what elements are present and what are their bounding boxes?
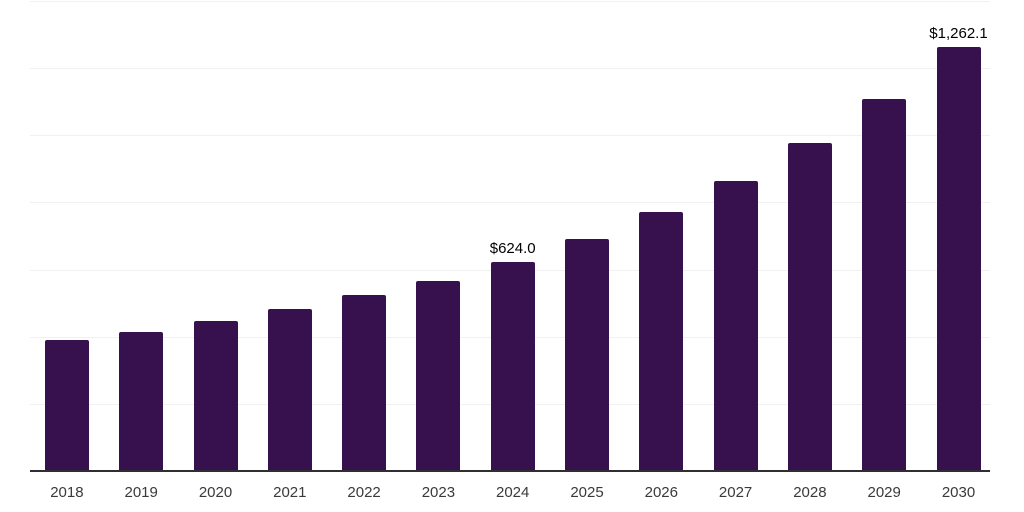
bar-2025[interactable] [565, 239, 609, 471]
bar-2020[interactable] [193, 320, 238, 471]
x-tick-2022: 2022 [347, 484, 381, 501]
x-tick-2018: 2018 [50, 484, 84, 501]
gridline [30, 68, 990, 70]
data-label-2030: $1,262.1 [929, 25, 988, 43]
gridline [30, 1, 990, 2]
x-tick-2030: 2030 [941, 484, 976, 501]
gridline [30, 202, 990, 204]
x-tick-2026: 2026 [644, 484, 678, 501]
x-tick-2029: 2029 [867, 484, 901, 501]
bar-2027[interactable] [713, 180, 758, 471]
x-tick-2021: 2021 [273, 484, 307, 501]
x-tick-2028: 2028 [793, 484, 827, 501]
x-tick-2025: 2025 [570, 484, 604, 501]
bar-2028[interactable] [787, 142, 832, 471]
bar-2024[interactable] [490, 261, 535, 471]
x-axis-line [30, 470, 990, 472]
x-tick-2019: 2019 [124, 484, 158, 501]
bar-2026[interactable] [639, 212, 684, 471]
bar-2030[interactable] [936, 47, 981, 471]
bar-2022[interactable] [342, 294, 387, 472]
gridline [30, 135, 990, 137]
bar-2029[interactable] [862, 99, 907, 471]
bar-2021[interactable] [267, 309, 312, 471]
x-tick-2023: 2023 [421, 484, 456, 501]
x-tick-2020: 2020 [198, 484, 233, 501]
data-label-2024: $624.0 [489, 239, 536, 257]
bar-2023[interactable] [416, 281, 461, 471]
bar-2018[interactable] [44, 340, 89, 471]
bar-2019[interactable] [119, 331, 164, 471]
x-tick-2027: 2027 [718, 484, 753, 501]
x-tick-2024: 2024 [496, 484, 530, 501]
